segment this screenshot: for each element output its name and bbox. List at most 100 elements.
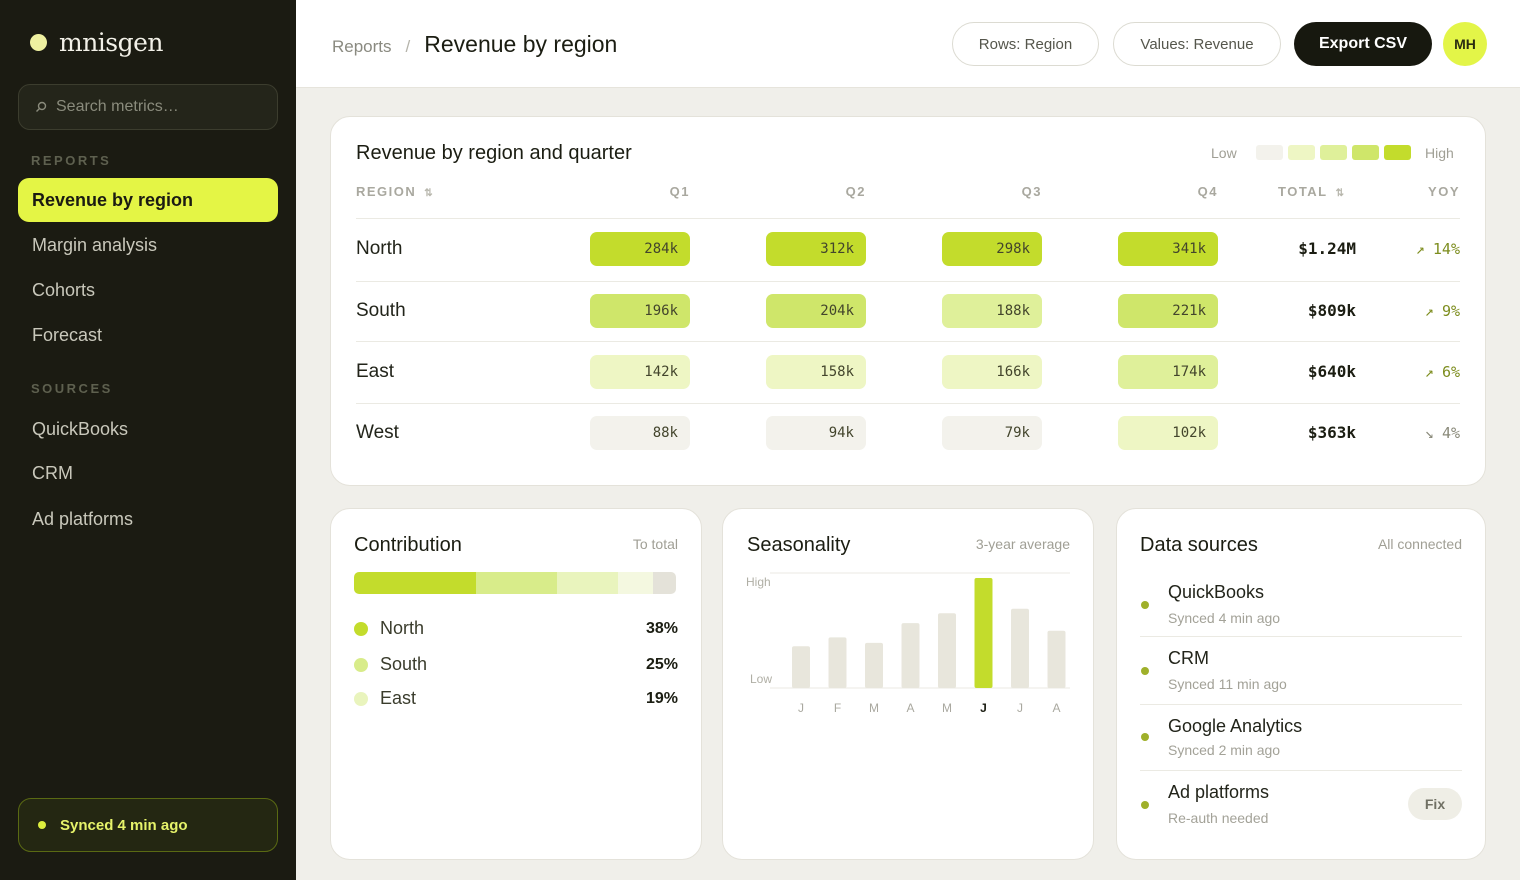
sidebar-item-revenue-by-region[interactable]: Revenue by region: [18, 178, 278, 222]
seasonality-bar[interactable]: [938, 613, 956, 688]
heatmap-cell[interactable]: 284k: [590, 232, 690, 266]
seasonality-bar[interactable]: [974, 578, 993, 688]
sync-dot-icon: [38, 821, 46, 829]
heatmap-cell[interactable]: 204k: [766, 294, 866, 328]
column-header-q3[interactable]: Q3: [1021, 184, 1042, 199]
values-pill[interactable]: Values: Revenue: [1113, 22, 1281, 66]
contribution-south-label: South: [380, 654, 428, 674]
seasonality-title: Seasonality: [747, 534, 851, 556]
x-tick-label: A: [906, 701, 914, 715]
column-header-yoy[interactable]: YOY: [1428, 184, 1460, 199]
region-label: South: [356, 300, 406, 321]
data-sources-title: Data sources: [1140, 534, 1258, 556]
heatmap-cell[interactable]: 312k: [766, 232, 866, 266]
legend-swatch-4: [1352, 145, 1379, 160]
table-row-divider: [356, 281, 1460, 282]
yoy-change: ↗ 6%: [1390, 363, 1460, 381]
heatmap-cell[interactable]: 166k: [942, 355, 1042, 389]
heatmap-cell[interactable]: 221k: [1118, 294, 1218, 328]
seasonality-bar[interactable]: [1011, 608, 1029, 688]
data-sources-meta: All connected: [1377, 536, 1462, 552]
source-name-ad-platforms[interactable]: Ad platforms: [1168, 782, 1270, 802]
sort-icon[interactable]: ⇅: [424, 188, 433, 199]
seasonality-bar[interactable]: [865, 642, 883, 688]
section-label-reports: REPORTS: [31, 153, 112, 168]
status-dot-icon: [1141, 801, 1149, 809]
seasonality-bar[interactable]: [828, 637, 847, 688]
page-title: Revenue by region: [424, 31, 618, 57]
yoy-change: ↗ 14%: [1390, 240, 1460, 258]
heatmap-cell[interactable]: 174k: [1118, 355, 1218, 389]
heatmap-cell[interactable]: 102k: [1118, 416, 1218, 450]
status-dot-icon: [1141, 733, 1149, 741]
heatmap-cell[interactable]: 158k: [766, 355, 866, 389]
x-tick-label: A: [1052, 701, 1060, 715]
column-header-total-label: TOTAL: [1278, 184, 1328, 199]
search-box[interactable]: [18, 84, 278, 130]
contribution-north-value: 38%: [645, 620, 678, 637]
sidebar-item-margin-analysis[interactable]: Margin analysis: [32, 234, 158, 255]
table-row-divider: [356, 218, 1460, 219]
fix-button[interactable]: Fix: [1408, 788, 1462, 820]
sidebar-item-ad-platforms[interactable]: Ad platforms: [32, 508, 134, 529]
trend-up-icon: ↗: [1424, 302, 1434, 320]
seasonality-bar[interactable]: [1047, 630, 1066, 688]
rows-pill[interactable]: Rows: Region: [952, 22, 1099, 66]
column-header-q4[interactable]: Q4: [1197, 184, 1218, 199]
yoy-change: ↗ 9%: [1390, 302, 1460, 320]
contribution-segment-west: [618, 572, 654, 594]
heatmap-cell[interactable]: 188k: [942, 294, 1042, 328]
sort-icon[interactable]: ⇅: [1335, 188, 1345, 199]
east-legend-dot: [354, 692, 368, 706]
sidebar-item-cohorts[interactable]: Cohorts: [32, 279, 96, 300]
avatar[interactable]: MH: [1443, 22, 1487, 66]
sync-status[interactable]: Synced 4 min ago: [18, 798, 278, 852]
seasonality-bar[interactable]: [792, 646, 810, 688]
divider: [1140, 770, 1462, 771]
column-header-q1[interactable]: Q1: [669, 184, 690, 199]
yoy-value: 4%: [1441, 424, 1460, 442]
heatmap-cell[interactable]: 196k: [590, 294, 690, 328]
app-logo[interactable]: mnisgen: [30, 28, 164, 57]
source-name-google-analytics[interactable]: Google Analytics: [1168, 716, 1303, 736]
seasonality-bar[interactable]: [901, 623, 920, 688]
heatmap-cell[interactable]: 341k: [1118, 232, 1218, 266]
row-total: $1.24M: [1298, 239, 1356, 258]
source-name-quickbooks[interactable]: QuickBooks: [1168, 582, 1265, 602]
x-tick-label: J: [980, 701, 987, 715]
trend-up-icon: ↗: [1424, 363, 1434, 381]
breadcrumb-reports[interactable]: Reports: [332, 37, 392, 56]
export-csv-button[interactable]: Export CSV: [1294, 22, 1432, 66]
source-status-google-analytics: Synced 2 min ago: [1168, 742, 1281, 758]
x-tick-label: F: [834, 701, 841, 715]
contribution-segment-north: [354, 572, 477, 594]
search-input[interactable]: [56, 98, 256, 116]
region-label: North: [356, 238, 403, 259]
yoy-value: 14%: [1432, 240, 1460, 258]
yoy-change: ↘ 4%: [1390, 424, 1460, 442]
heatmap-cell[interactable]: 79k: [942, 416, 1042, 450]
heatmap-cell[interactable]: 298k: [942, 232, 1042, 266]
app-name: mnisgen: [59, 28, 164, 57]
status-dot-icon: [1141, 601, 1149, 609]
column-header-region[interactable]: REGION ⇅: [356, 184, 433, 199]
contribution-east-label: East: [380, 688, 417, 708]
source-name-crm[interactable]: CRM: [1168, 648, 1209, 668]
breadcrumb: Reports / Revenue by region: [332, 31, 617, 58]
heatmap-cell[interactable]: 88k: [590, 416, 690, 450]
heatmap-cell[interactable]: 142k: [590, 355, 690, 389]
search-icon: [36, 101, 47, 112]
sidebar-item-quickbooks[interactable]: QuickBooks: [32, 418, 129, 439]
column-header-total[interactable]: TOTAL ⇅: [1278, 184, 1344, 199]
contribution-east-value: 19%: [645, 690, 678, 707]
legend-swatch-3: [1320, 145, 1347, 160]
heatmap-cell[interactable]: 94k: [766, 416, 866, 450]
heatmap-title: Revenue by region and quarter: [356, 142, 632, 164]
legend-low-label: Low: [1211, 145, 1237, 161]
column-header-q2[interactable]: Q2: [845, 184, 866, 199]
sidebar-item-forecast[interactable]: Forecast: [32, 324, 103, 345]
sidebar: mnisgen REPORTS Revenue by region Margin…: [0, 0, 296, 880]
sidebar-item-crm[interactable]: CRM: [32, 462, 73, 483]
yoy-value: 9%: [1441, 302, 1460, 320]
heatmap-card: [330, 116, 1486, 486]
